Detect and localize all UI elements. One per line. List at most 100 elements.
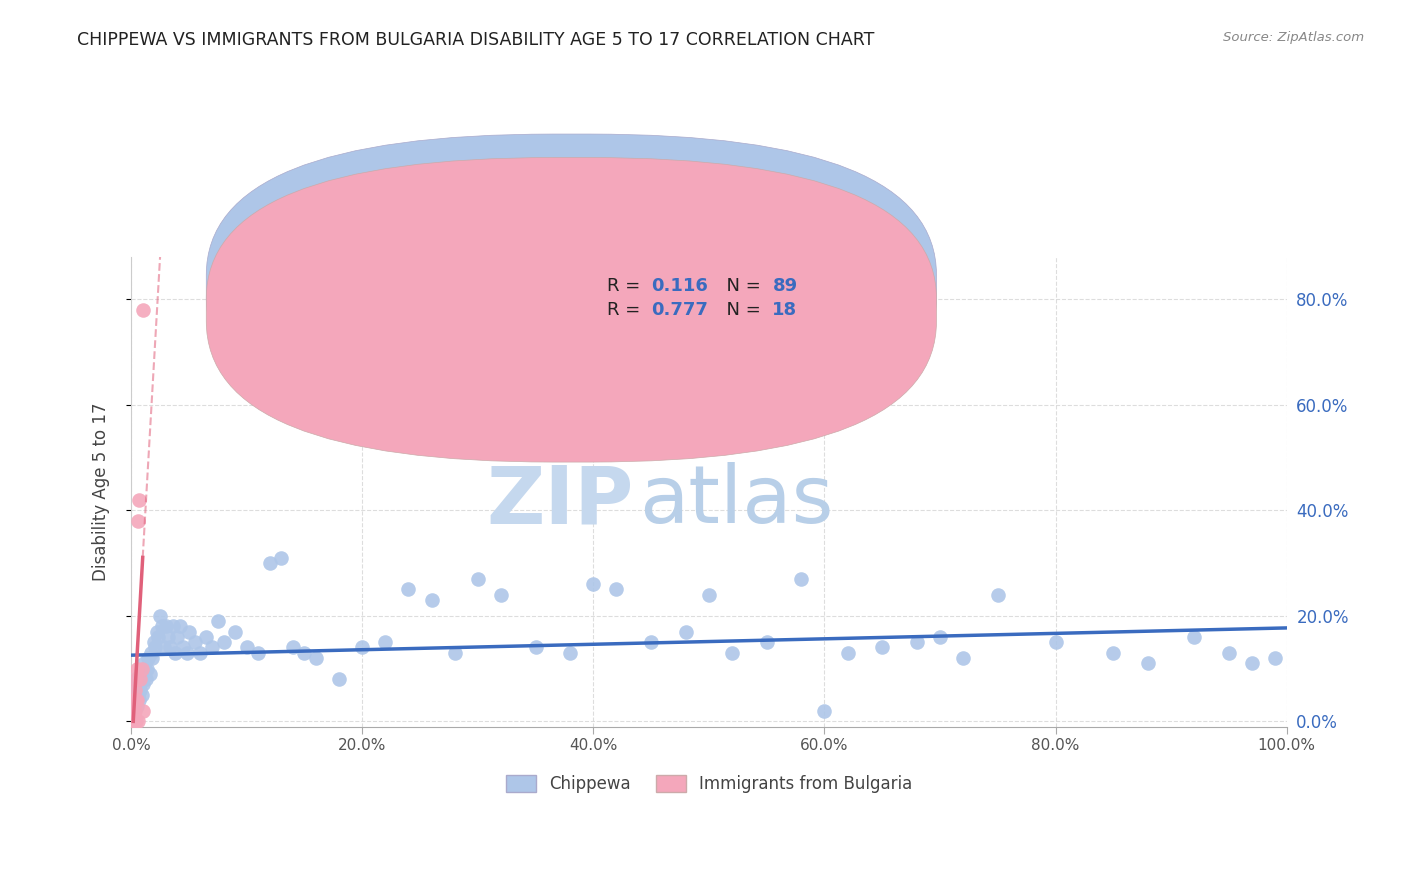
Text: N =: N = [714,301,766,318]
Point [1264,651,1286,665]
Point [177,624,200,639]
Point [837,646,859,660]
Point [135,672,157,686]
Point [121,714,143,729]
Point [146,630,169,644]
Point [952,651,974,665]
Point [1218,646,1240,660]
Text: 89: 89 [772,277,797,295]
Point [132,657,155,671]
Point [145,640,167,655]
Text: R =: R = [607,301,647,318]
FancyBboxPatch shape [207,134,936,439]
Point [905,635,928,649]
Point [190,646,212,660]
Point [127,688,149,702]
Point [127,672,149,686]
Point [755,635,778,649]
Point [640,635,662,649]
Point [212,635,235,649]
Point [721,646,744,660]
Point [176,646,198,660]
Point [281,640,304,655]
Text: 0.116: 0.116 [651,277,709,295]
Point [132,302,155,317]
Legend: Chippewa, Immigrants from Bulgaria: Chippewa, Immigrants from Bulgaria [499,768,918,799]
Point [122,698,145,713]
Text: 0.777: 0.777 [651,301,709,318]
Point [128,693,150,707]
Point [328,672,350,686]
Point [131,688,153,702]
Point [128,492,150,507]
Text: CHIPPEWA VS IMMIGRANTS FROM BULGARIA DISABILITY AGE 5 TO 17 CORRELATION CHART: CHIPPEWA VS IMMIGRANTS FROM BULGARIA DIS… [77,31,875,49]
Point [1136,657,1159,671]
Point [675,624,697,639]
Point [929,630,952,644]
Point [122,693,145,707]
Point [987,588,1010,602]
Point [124,704,146,718]
Point [467,572,489,586]
Point [172,640,194,655]
Point [162,619,184,633]
Point [132,666,155,681]
Text: Source: ZipAtlas.com: Source: ZipAtlas.com [1223,31,1364,45]
Point [270,550,292,565]
Text: ZIP: ZIP [486,462,634,540]
Point [125,682,148,697]
Point [138,651,160,665]
Point [259,556,281,570]
Point [139,646,162,660]
Point [138,666,160,681]
Point [165,646,187,660]
Point [305,651,328,665]
Point [141,651,163,665]
Point [159,640,181,655]
Point [605,582,627,597]
Point [582,577,605,591]
Point [134,662,156,676]
Point [155,619,177,633]
Point [125,693,148,707]
Point [127,714,149,729]
Point [207,614,229,628]
Point [129,682,152,697]
Point [125,682,148,697]
Point [149,608,172,623]
Point [125,698,148,713]
Text: N =: N = [714,277,766,295]
FancyBboxPatch shape [207,158,936,462]
Point [124,677,146,691]
Point [790,572,813,586]
Point [125,714,148,729]
Point [157,630,180,644]
Point [1102,646,1125,660]
Point [169,619,191,633]
Point [195,630,218,644]
Point [352,640,374,655]
Point [125,693,148,707]
Point [247,646,270,660]
Point [294,646,316,660]
Point [124,688,146,702]
Point [121,693,143,707]
Point [125,672,148,686]
Point [374,635,396,649]
Point [1240,657,1263,671]
Point [129,666,152,681]
Text: atlas: atlas [640,462,834,540]
Point [489,588,512,602]
Point [398,582,420,597]
Point [166,630,188,644]
Point [121,704,143,718]
Point [124,682,146,697]
Point [125,662,148,676]
Point [183,635,205,649]
Point [131,662,153,676]
Point [127,514,149,528]
Point [131,672,153,686]
Point [201,640,224,655]
Point [136,662,159,676]
Point [132,677,155,691]
